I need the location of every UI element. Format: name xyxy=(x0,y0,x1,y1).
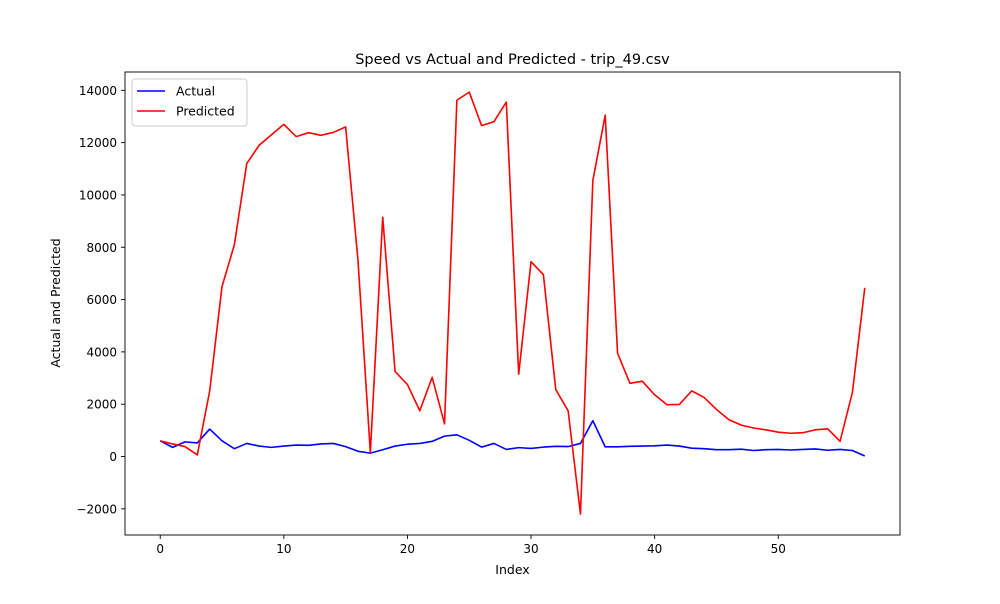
axes-frame xyxy=(124,71,901,536)
y-tick-label: 2000 xyxy=(86,398,117,412)
legend: Actual Predicted xyxy=(131,78,248,127)
x-axis: 0 10 20 30 40 50 xyxy=(156,535,786,556)
y-tick-label: 12000 xyxy=(79,136,117,150)
y-tick-label: −2000 xyxy=(76,502,117,516)
chart-title: Speed vs Actual and Predicted - trip_49.… xyxy=(355,52,670,68)
x-tick-label: 20 xyxy=(400,542,415,556)
x-tick-label: 30 xyxy=(523,542,538,556)
y-tick-label: 0 xyxy=(109,450,117,464)
y-tick-label: 6000 xyxy=(86,293,117,307)
x-tick-label: 0 xyxy=(156,542,164,556)
y-tick-label: 10000 xyxy=(79,188,117,202)
x-tick-label: 40 xyxy=(647,542,662,556)
y-tick-label: 4000 xyxy=(86,345,117,359)
series-lines xyxy=(159,91,866,515)
x-tick-label: 50 xyxy=(771,542,786,556)
plot-area xyxy=(124,71,901,536)
y-axis-label: Actual and Predicted xyxy=(48,238,63,367)
legend-label-actual: Actual xyxy=(176,84,215,99)
x-axis-label: Index xyxy=(495,562,529,577)
y-tick-label: 8000 xyxy=(86,241,117,255)
series-line-actual xyxy=(159,419,866,457)
legend-label-predicted: Predicted xyxy=(176,104,235,119)
y-axis: −2000 0 2000 4000 6000 8000 10000 12000 14000 xyxy=(76,84,125,516)
series-line-predicted xyxy=(160,91,866,515)
y-tick-label: 14000 xyxy=(79,84,117,98)
x-tick-label: 10 xyxy=(276,542,291,556)
